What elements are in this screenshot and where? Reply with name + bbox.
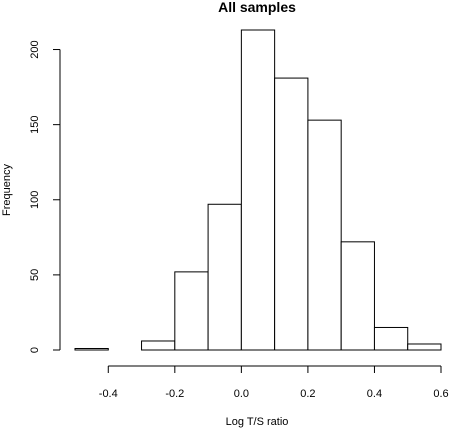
x-axis-label: Log T/S ratio: [226, 416, 289, 428]
y-tick-label-1: 50: [29, 269, 41, 281]
x-tick-label-5: 0.6: [433, 388, 448, 400]
y-tick-label-0: 0: [29, 347, 41, 353]
x-tick-label-2: 0.0: [234, 388, 249, 400]
histogram-bar-4: [207, 203, 242, 351]
x-tick-label-1: -0.2: [165, 388, 184, 400]
histogram-bar-10: [407, 343, 442, 351]
bars-group: [74, 29, 442, 351]
x-axis: -0.4 -0.2 0.0 0.2 0.4 0.6: [99, 365, 449, 400]
y-tick-label-3: 150: [29, 115, 41, 133]
x-tick-label-0: -0.4: [99, 388, 118, 400]
y-tick-label-2: 100: [29, 191, 41, 209]
y-axis: 0 50 100 150 200: [29, 40, 61, 353]
x-tick-label-4: 0.4: [367, 388, 382, 400]
histogram-bar-0: [74, 347, 109, 351]
histogram-bar-2: [141, 340, 176, 351]
y-axis-label: Frequency: [1, 164, 13, 216]
histogram-bar-8: [340, 241, 375, 351]
histogram-bar-5: [240, 29, 276, 351]
histogram-bar-6: [274, 77, 309, 351]
histogram-bar-9: [373, 326, 409, 351]
histogram-bar-3: [174, 271, 209, 351]
x-tick-label-3: 0.2: [300, 388, 315, 400]
y-tick-label-4: 200: [29, 40, 41, 58]
histogram-bar-7: [307, 119, 342, 351]
chart-title: All samples: [218, 0, 296, 15]
